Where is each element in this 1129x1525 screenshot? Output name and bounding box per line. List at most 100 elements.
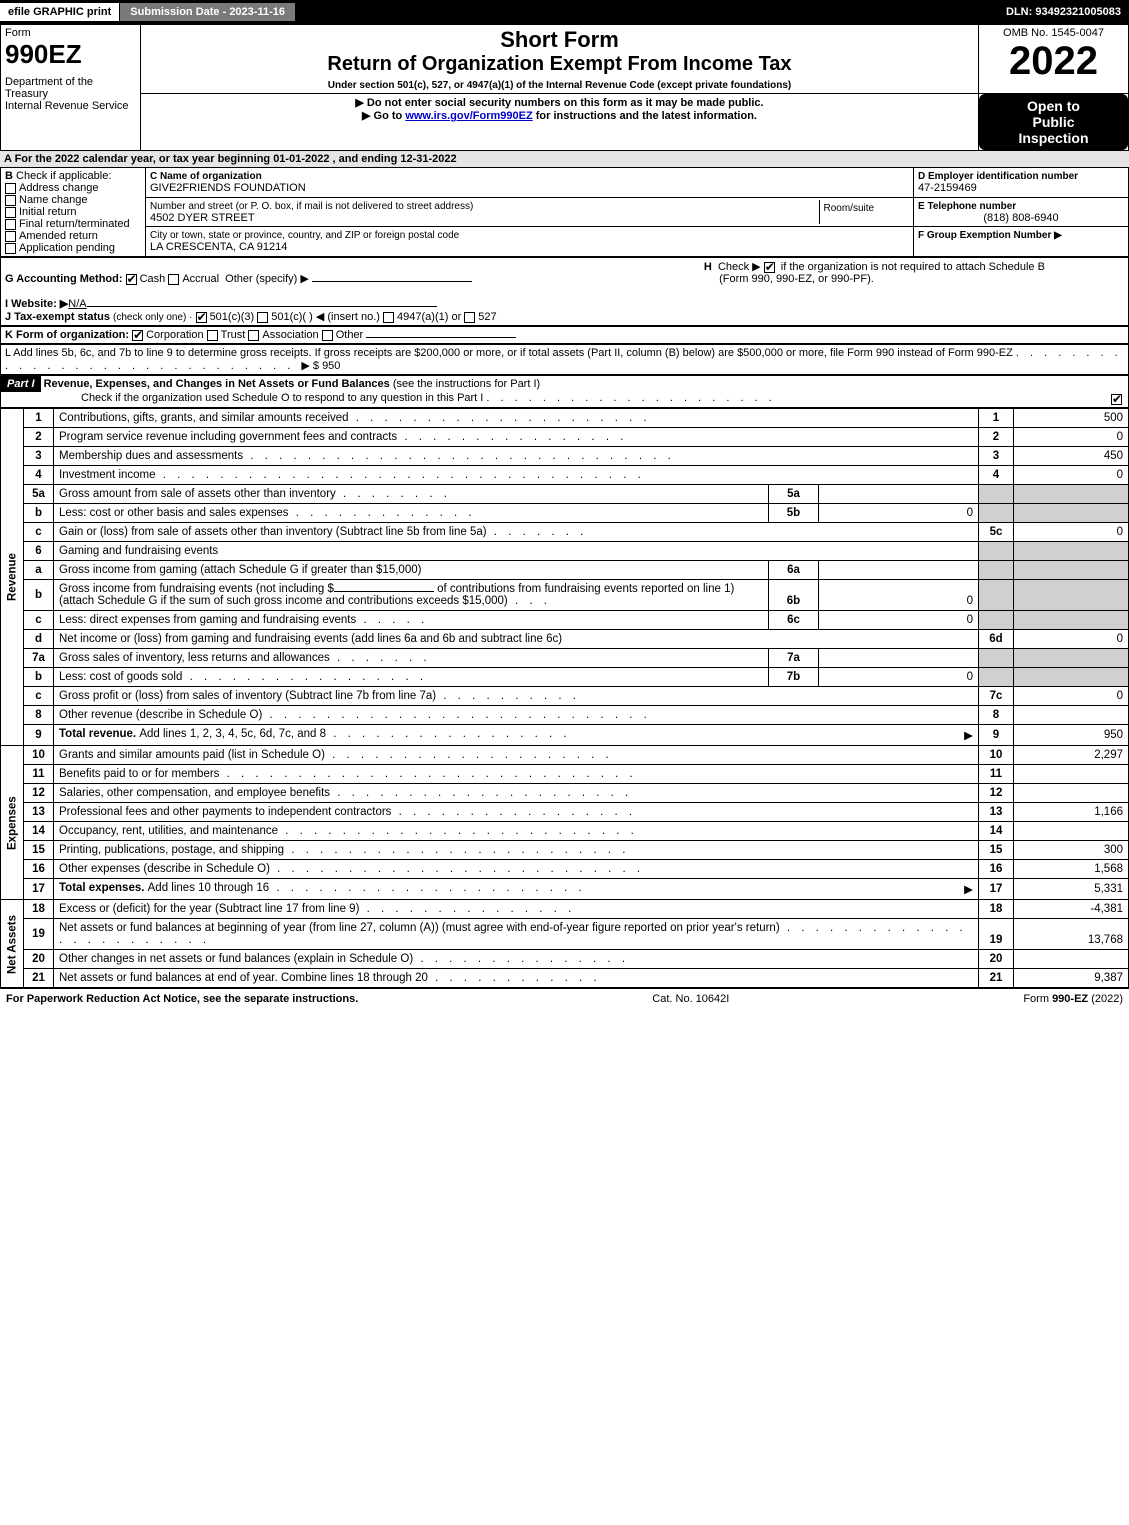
line-17-amount: 5,331 [1014, 879, 1129, 900]
line-21-amount: 9,387 [1014, 969, 1129, 988]
revenue-section-label: Revenue [1, 409, 24, 746]
checkbox-application-pending[interactable] [5, 243, 16, 254]
checkbox-name-change[interactable] [5, 195, 16, 206]
open-inspection-cell: Open to Public Inspection [979, 94, 1129, 151]
row-k-table: K Form of organization: Corporation Trus… [0, 326, 1129, 344]
checkbox-trust[interactable] [207, 330, 218, 341]
line-2-amount: 0 [1014, 428, 1129, 447]
ein-value: 47-2159469 [918, 182, 977, 194]
street-value: 4502 DYER STREET [150, 212, 255, 224]
line-7a-subvalue [819, 649, 979, 668]
checkbox-corporation[interactable] [132, 330, 143, 341]
line-14-amount [1014, 822, 1129, 841]
gross-receipts-value: 950 [322, 360, 340, 372]
tax-year: 2022 [983, 39, 1124, 84]
no-ssn-notice: ▶ Do not enter social security numbers o… [145, 96, 974, 109]
omb-number: OMB No. 1545-0047 [983, 27, 1124, 39]
line-5c-amount: 0 [1014, 523, 1129, 542]
org-name: GIVE2FRIENDS FOUNDATION [150, 182, 306, 194]
footer-left: For Paperwork Reduction Act Notice, see … [6, 993, 358, 1005]
line-13-amount: 1,166 [1014, 803, 1129, 822]
box-c-city: City or town, state or province, country… [146, 227, 914, 257]
gh-table: G Accounting Method: Cash Accrual Other … [0, 257, 1129, 326]
part1-heading: Revenue, Expenses, and Changes in Net As… [44, 378, 390, 390]
entity-info-table: B Check if applicable: Address change Na… [0, 167, 1129, 257]
irs-link[interactable]: www.irs.gov/Form990EZ [405, 110, 532, 122]
checkbox-h[interactable] [764, 262, 775, 273]
row-g: G Accounting Method: Cash Accrual Other … [1, 258, 700, 326]
line-19-amount: 13,768 [1014, 919, 1129, 950]
checkbox-4947[interactable] [383, 312, 394, 323]
form-number: 990EZ [5, 39, 136, 70]
part1-label: Part I [1, 376, 41, 392]
open-to-public-box: Open to Public Inspection [979, 94, 1128, 150]
expenses-section-label: Expenses [1, 746, 24, 900]
part1-lines-table: Revenue 1 Contributions, gifts, grants, … [0, 408, 1129, 988]
section-a-row: A For the 2022 calendar year, or tax yea… [0, 151, 1129, 167]
footer-mid: Cat. No. 10642I [652, 993, 729, 1005]
box-b: B Check if applicable: Address change Na… [1, 168, 146, 257]
checkbox-501c[interactable] [257, 312, 268, 323]
line-20-amount [1014, 950, 1129, 969]
form-header-table: Form 990EZ Department of the Treasury In… [0, 24, 1129, 151]
form-word: Form [5, 27, 136, 39]
line-6a-subvalue [819, 561, 979, 580]
short-form-title: Short Form [145, 27, 974, 53]
irs-label: Internal Revenue Service [5, 100, 136, 112]
row-l-table: L Add lines 5b, 6c, and 7b to line 9 to … [0, 344, 1129, 375]
top-bar: efile GRAPHIC print Submission Date - 20… [0, 0, 1129, 24]
subtitle: Under section 501(c), 527, or 4947(a)(1)… [145, 80, 974, 91]
checkbox-final-return[interactable] [5, 219, 16, 230]
box-e: E Telephone number (818) 808-6940 [914, 197, 1129, 227]
line-6c-subvalue: 0 [819, 611, 979, 630]
line-5a-subvalue [819, 485, 979, 504]
phone-value: (818) 808-6940 [918, 212, 1124, 224]
return-title: Return of Organization Exempt From Incom… [145, 53, 974, 76]
line-16-amount: 1,568 [1014, 860, 1129, 879]
checkbox-accrual[interactable] [168, 274, 179, 285]
header-mid-top: Short Form Return of Organization Exempt… [141, 25, 979, 94]
submission-date-label: Submission Date - 2023-11-16 [119, 2, 296, 22]
omb-cell: OMB No. 1545-0047 2022 [979, 25, 1129, 94]
checkbox-association[interactable] [248, 330, 259, 341]
efile-print-label[interactable]: efile GRAPHIC print [0, 3, 119, 21]
checkbox-other-org[interactable] [322, 330, 333, 341]
box-c-street: Number and street (or P. O. box, if mail… [146, 197, 914, 227]
part1-check-line: Check if the organization used Schedule … [1, 392, 483, 404]
footer-right: Form 990-EZ (2022) [1023, 993, 1123, 1005]
checkbox-amended-return[interactable] [5, 231, 16, 242]
line-9-amount: 950 [1014, 725, 1129, 746]
row-k: K Form of organization: Corporation Trus… [1, 327, 1129, 344]
box-d: D Employer identification number 47-2159… [914, 168, 1129, 198]
box-c-name: C Name of organization GIVE2FRIENDS FOUN… [146, 168, 914, 198]
dept-treasury: Department of the Treasury [5, 76, 136, 100]
header-left-cell: Form 990EZ Department of the Treasury In… [1, 25, 141, 151]
checkbox-schedule-o[interactable] [1111, 394, 1122, 405]
line-5b-subvalue: 0 [819, 504, 979, 523]
checkbox-527[interactable] [464, 312, 475, 323]
line-15-amount: 300 [1014, 841, 1129, 860]
line-10-amount: 2,297 [1014, 746, 1129, 765]
goto-link-line: ▶ Go to www.irs.gov/Form990EZ for instru… [145, 109, 974, 122]
line-12-amount [1014, 784, 1129, 803]
part1-header-table: Part I Revenue, Expenses, and Changes in… [0, 375, 1129, 408]
line-11-amount [1014, 765, 1129, 784]
dln-label: DLN: 93492321005083 [1006, 6, 1129, 18]
header-mid-bottom: ▶ Do not enter social security numbers o… [141, 94, 979, 151]
netassets-section-label: Net Assets [1, 900, 24, 988]
line-8-amount [1014, 706, 1129, 725]
line-6d-amount: 0 [1014, 630, 1129, 649]
line-18-amount: -4,381 [1014, 900, 1129, 919]
page-footer: For Paperwork Reduction Act Notice, see … [0, 988, 1129, 1009]
line-7b-subvalue: 0 [819, 668, 979, 687]
line-6b-subvalue: 0 [819, 580, 979, 611]
box-f: F Group Exemption Number ▶ [914, 227, 1129, 257]
city-value: LA CRESCENTA, CA 91214 [150, 241, 287, 253]
line-1-amount: 500 [1014, 409, 1129, 428]
checkbox-501c3[interactable] [196, 312, 207, 323]
row-l: L Add lines 5b, 6c, and 7b to line 9 to … [1, 345, 1129, 375]
checkbox-address-change[interactable] [5, 183, 16, 194]
checkbox-cash[interactable] [126, 274, 137, 285]
checkbox-initial-return[interactable] [5, 207, 16, 218]
website-value: N/A [68, 298, 86, 310]
